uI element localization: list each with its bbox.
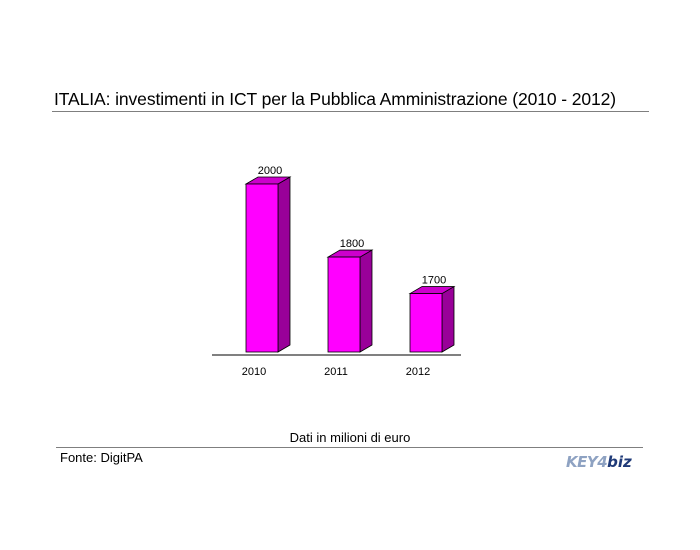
chart-title: ITALIA: investimenti in ICT per la Pubbl…: [54, 89, 617, 109]
key4biz-logo: KEY4biz: [566, 453, 632, 471]
bar-side-2011: [359, 249, 373, 353]
data-label-2010: 2000: [258, 165, 282, 177]
units-note: Dati in milioni di euro: [289, 430, 411, 445]
source-label: Fonte: DigitPA: [60, 450, 143, 465]
tick-label-2010: 2010: [242, 366, 266, 378]
bar-side-2012: [441, 285, 455, 353]
tick-label-2011: 2011: [324, 366, 348, 378]
data-label-2012: 1700: [422, 275, 446, 287]
bar-side-2010: [277, 176, 291, 353]
title-underline: [52, 111, 649, 112]
tick-label-2012: 2012: [406, 366, 430, 378]
bar-2011: [327, 256, 361, 353]
bar-2010: [245, 183, 279, 353]
footer-rule: [56, 447, 643, 448]
bar-2012: [409, 293, 443, 353]
data-label-2011: 1800: [340, 238, 364, 250]
